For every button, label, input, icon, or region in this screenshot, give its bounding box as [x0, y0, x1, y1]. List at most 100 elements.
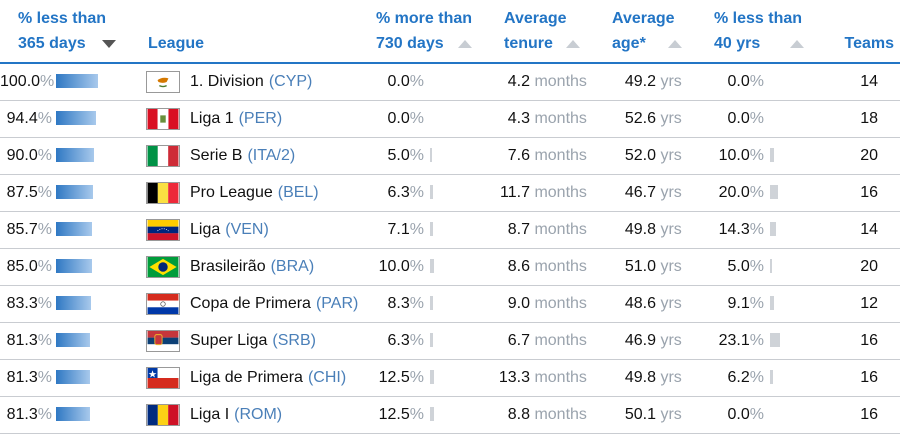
table-row[interactable]: 90.0% Serie B (ITA/2) 5.0% 7.6 months 52.0 yr…	[0, 137, 900, 175]
teams-cell: 16	[818, 359, 900, 397]
sort-icon[interactable]	[458, 40, 472, 48]
country-code: (ITA/2)	[247, 147, 296, 164]
value: 14.3	[718, 221, 750, 238]
pct-less-40-value: 23.1%	[696, 332, 764, 350]
league-cell: Brasileirão (BRA)	[130, 248, 358, 286]
league-name-link[interactable]: Copa de Primera	[190, 295, 311, 312]
header-average-tenure[interactable]: Average tenure	[486, 0, 594, 64]
pct-less-40-value: 0.0%	[696, 73, 764, 91]
table-row[interactable]: 83.3% Copa de Primera (PAR) 8.3% 9.0 months 4…	[0, 285, 900, 323]
pct-more-730-value: 0.0%	[358, 73, 424, 91]
table-row[interactable]: 81.3% Super Liga (SRB) 6.3% 6.7 months 46.9 y…	[0, 322, 900, 360]
pct-less-365-cell: 81.3%	[0, 359, 130, 397]
percent-unit: %	[749, 73, 764, 90]
chile-flag-icon	[146, 367, 180, 389]
pct-bar	[56, 222, 92, 236]
table-row[interactable]: 81.3% Liga de Primera (CHI) 12.5% 13.3 month…	[0, 359, 900, 397]
percent-unit: %	[409, 369, 424, 386]
percent-unit: %	[749, 406, 764, 423]
percent-unit: %	[37, 369, 52, 386]
league-name-link[interactable]: Liga I	[190, 406, 230, 423]
pct-less-365-cell: 83.3%	[0, 285, 130, 323]
sort-icon[interactable]	[566, 40, 580, 48]
table-row[interactable]: 100.0% 1. Division (CYP) 0.0% 4.2 months 49.2…	[0, 62, 900, 101]
tenure-value: 13.3	[498, 369, 530, 386]
percent-unit: %	[37, 147, 52, 164]
age-value: 48.6	[624, 295, 656, 312]
value: 87.5	[6, 184, 38, 201]
pct-bar	[56, 407, 90, 421]
value: 23.1	[718, 332, 750, 349]
value: 12.5	[378, 406, 410, 423]
header-average-age[interactable]: Average age*	[594, 0, 696, 64]
table-row[interactable]: 81.3% Liga I (ROM) 12.5% 8.8 months 50.1 yrs 0…	[0, 396, 900, 434]
pct-bar	[770, 185, 778, 199]
yrs-unit: yrs	[660, 258, 682, 275]
header-teams[interactable]: Teams	[818, 0, 900, 64]
league-cell: Liga (VEN)	[130, 211, 358, 249]
pct-bar	[770, 222, 776, 236]
pct-more-730-value: 7.1%	[358, 221, 424, 239]
percent-unit: %	[409, 221, 424, 238]
age-cell: 52.6 yrs	[594, 100, 696, 138]
teams-cell: 20	[818, 137, 900, 175]
header-pct-less-40[interactable]: % less than 40 yrs	[696, 0, 818, 64]
value: 83.3	[6, 295, 38, 312]
pct-less-40-cell: 14.3%	[696, 211, 818, 249]
venezuela-flag-icon	[146, 219, 180, 241]
tenure-cell: 4.3 months	[486, 100, 594, 138]
pct-less-40-cell: 23.1%	[696, 322, 818, 360]
value: 20.0	[718, 184, 750, 201]
sort-icon[interactable]	[790, 40, 804, 48]
country-code: (BEL)	[277, 184, 319, 201]
tenure-cell: 6.7 months	[486, 322, 594, 360]
country-code: (ROM)	[234, 406, 283, 423]
percent-unit: %	[37, 110, 52, 127]
table-row[interactable]: 87.5% Pro League (BEL) 6.3% 11.7 months 46.7 …	[0, 174, 900, 212]
tenure-value: 4.2	[507, 73, 530, 90]
header-league[interactable]: League	[130, 0, 358, 64]
sort-desc-icon[interactable]	[102, 40, 116, 48]
value: 6.3	[387, 184, 410, 201]
pct-more-730-cell: 6.3%	[358, 174, 486, 212]
pct-less-365-cell: 85.0%	[0, 248, 130, 286]
pct-less-40-cell: 0.0%	[696, 100, 818, 138]
header-average-tenure-line2: tenure	[504, 35, 553, 52]
pct-bar	[56, 185, 93, 199]
pct-bar	[56, 148, 94, 162]
pct-less-365-value: 83.3%	[0, 295, 52, 313]
header-pct-more-730[interactable]: % more than 730 days	[358, 0, 486, 64]
value: 0.0	[727, 110, 750, 127]
header-row: % less than 365 days League % more than …	[0, 0, 900, 64]
months-unit: months	[534, 369, 587, 386]
percent-unit: %	[409, 184, 424, 201]
value: 7.1	[387, 221, 410, 238]
pct-more-730-value: 12.5%	[358, 406, 424, 424]
league-name-link[interactable]: Super Liga	[190, 332, 268, 349]
sort-icon[interactable]	[668, 40, 682, 48]
league-name-link[interactable]: Liga 1	[190, 110, 234, 127]
pct-less-365-value: 81.3%	[0, 332, 52, 350]
league-name-link[interactable]: Brasileirão	[190, 258, 266, 275]
value: 0.0	[387, 110, 410, 127]
table-row[interactable]: 94.4% Liga 1 (PER) 0.0% 4.3 months 52.6 yrs 0.…	[0, 100, 900, 138]
league-name-link[interactable]: Liga	[190, 221, 221, 238]
header-pct-less-365[interactable]: % less than 365 days	[0, 0, 130, 64]
table-row[interactable]: 85.7% Liga (VEN) 7.1% 8.7 months 49.8 yrs 14.3…	[0, 211, 900, 249]
league-name-link[interactable]: Liga de Primera	[190, 369, 303, 386]
league-name-link[interactable]: 1. Division	[190, 73, 264, 90]
pct-less-40-value: 5.0%	[696, 258, 764, 276]
percent-unit: %	[409, 73, 424, 90]
pct-less-365-cell: 90.0%	[0, 137, 130, 175]
league-name-link[interactable]: Pro League	[190, 184, 273, 201]
country-code: (PER)	[238, 110, 283, 127]
pct-less-40-value: 6.2%	[696, 369, 764, 387]
country-code: (CYP)	[268, 73, 313, 90]
league-cell: Liga 1 (PER)	[130, 100, 358, 138]
peru-flag-icon	[146, 108, 180, 130]
league-name-link[interactable]: Serie B	[190, 147, 243, 164]
country-code: (PAR)	[315, 295, 359, 312]
table-row[interactable]: 85.0% Brasileirão (BRA) 10.0% 8.6 months 51.0…	[0, 248, 900, 286]
pct-less-365-cell: 81.3%	[0, 396, 130, 434]
